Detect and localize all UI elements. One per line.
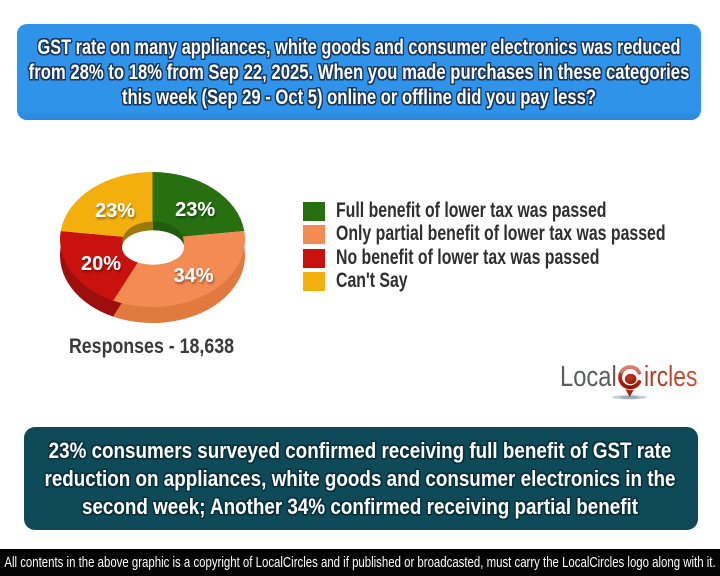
svg-text:23%: 23%	[95, 200, 135, 222]
svg-text:23%: 23%	[175, 199, 215, 221]
svg-text:34%: 34%	[173, 265, 213, 287]
svg-text:20%: 20%	[81, 253, 121, 275]
